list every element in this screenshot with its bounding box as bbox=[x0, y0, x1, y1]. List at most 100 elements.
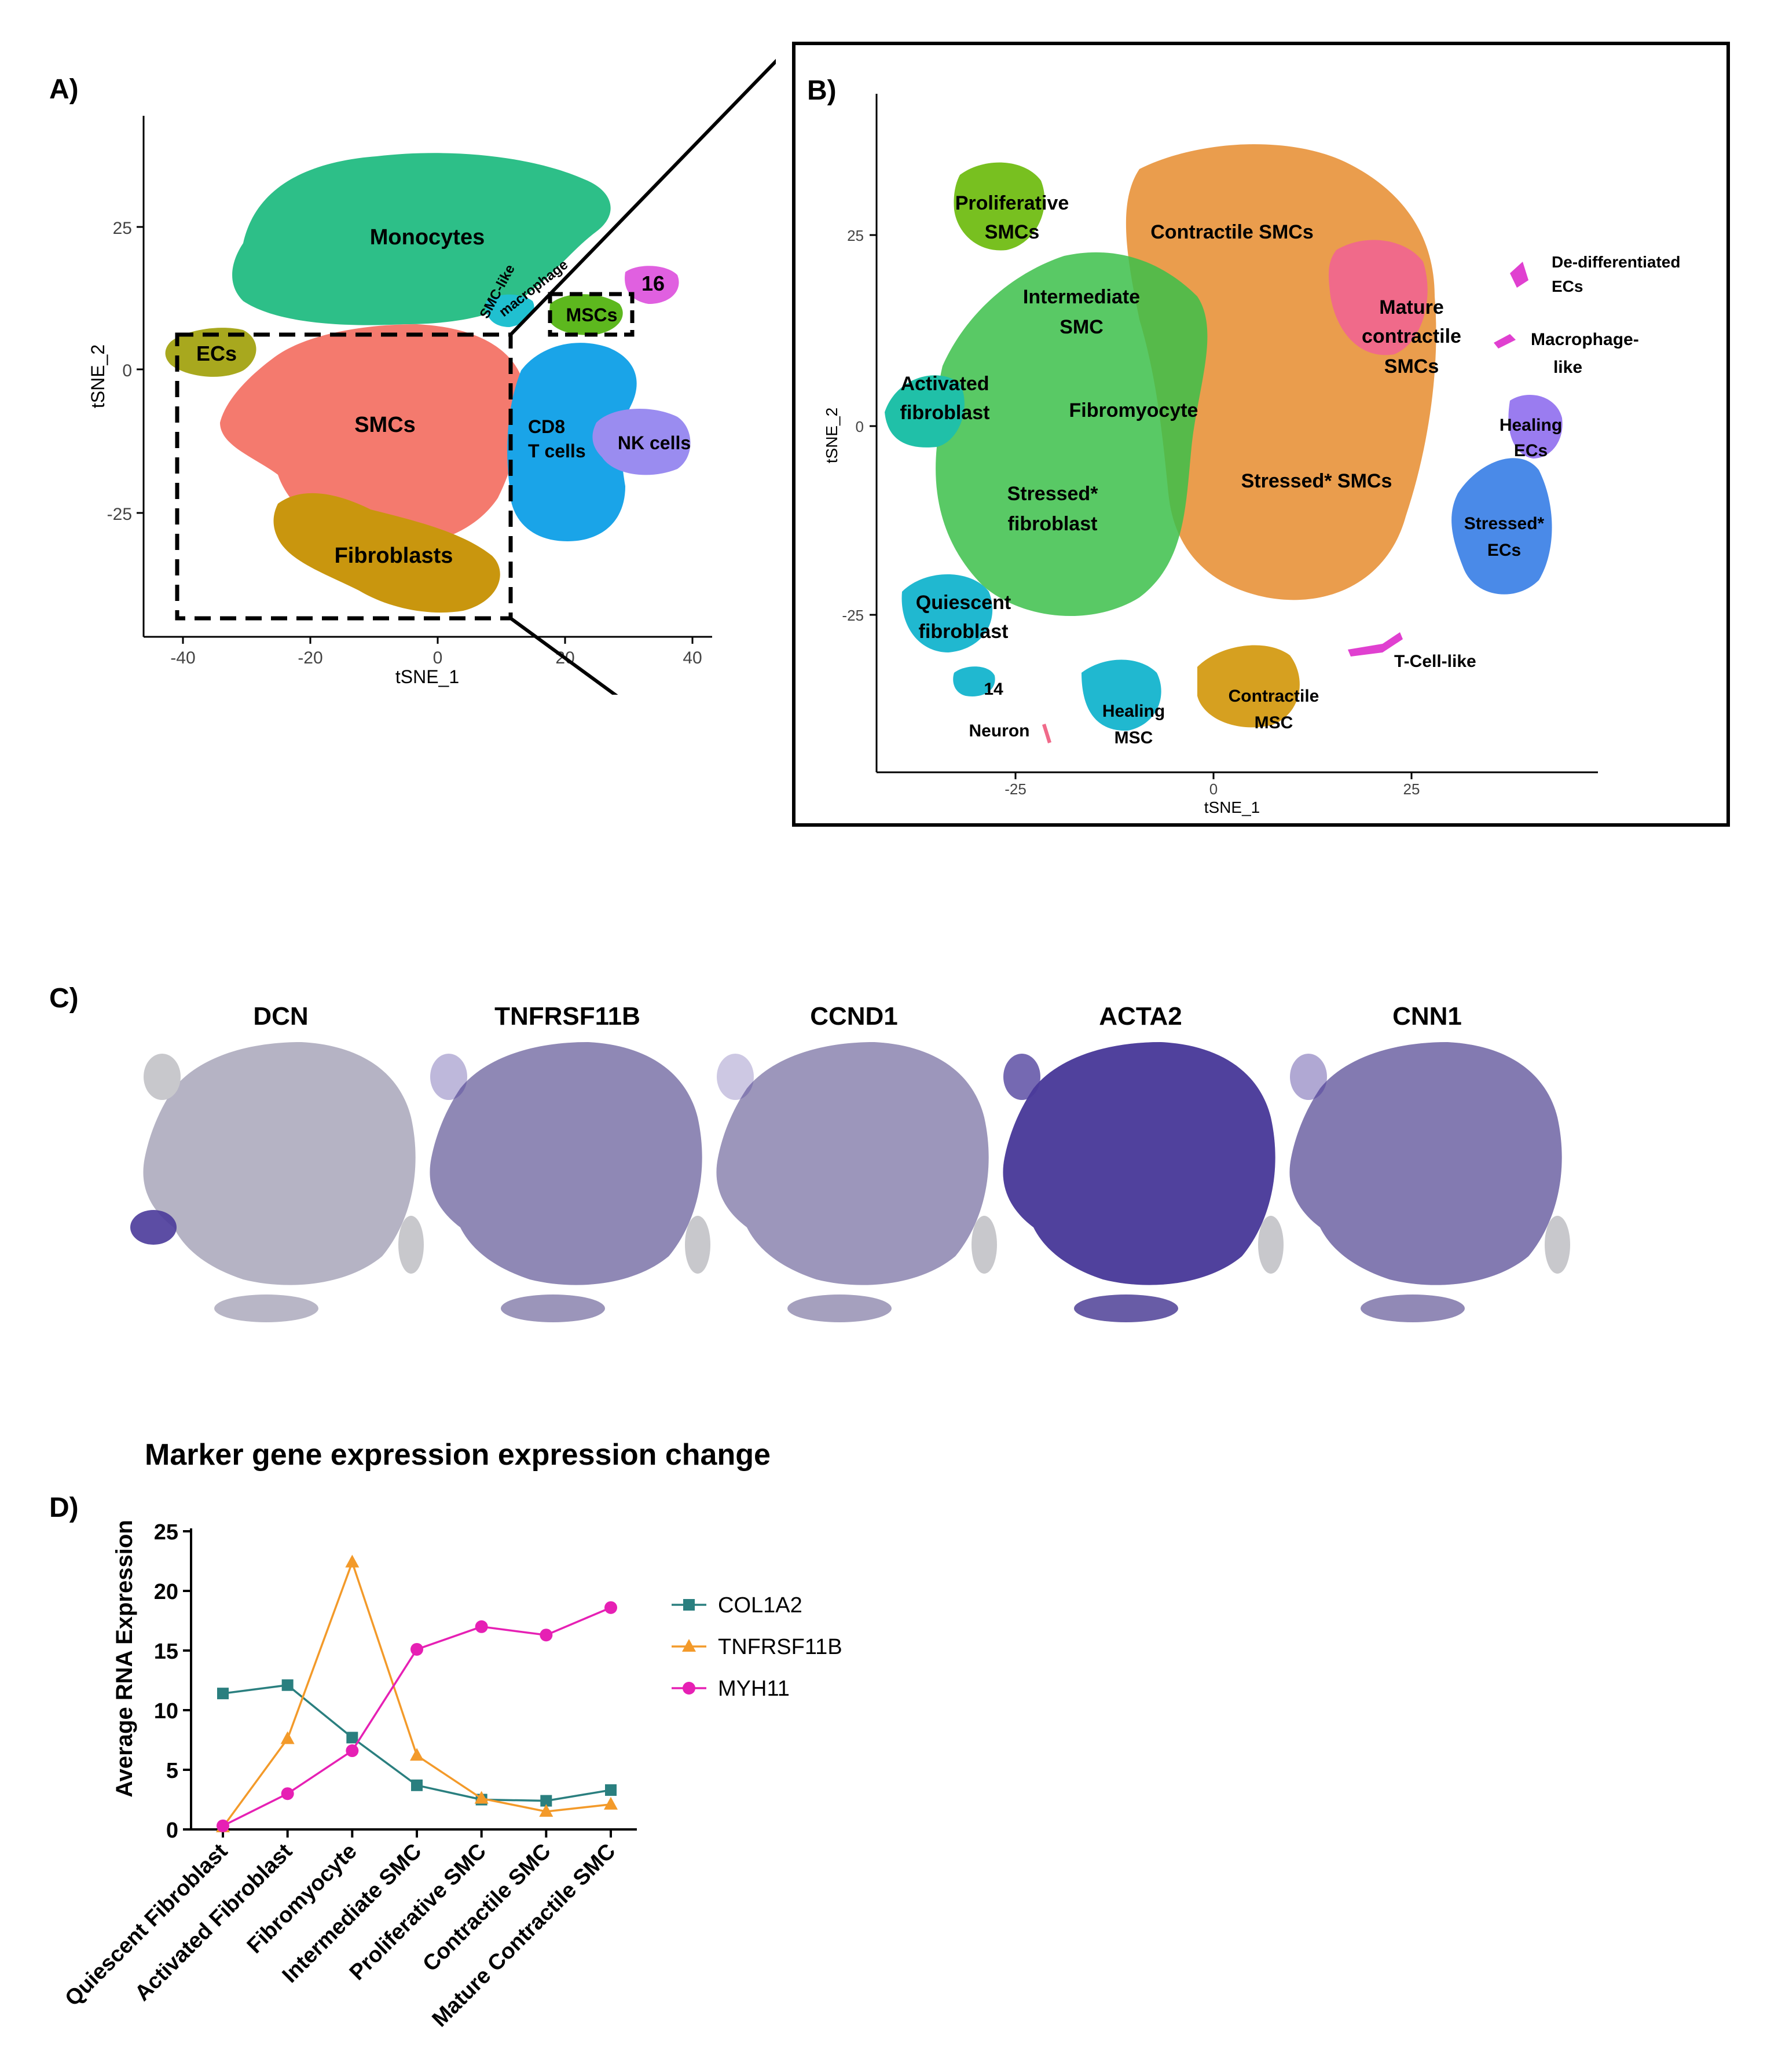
feature-plot-right-cluster bbox=[685, 1216, 710, 1274]
cluster-macrophage-like bbox=[1494, 334, 1516, 349]
panel-a-ytick: -25 bbox=[107, 505, 132, 524]
feature-plot-body bbox=[143, 1042, 416, 1285]
feature-plot-ccnd1: CCND1 bbox=[716, 1002, 997, 1322]
label-fibroblasts: Fibroblasts bbox=[335, 544, 453, 568]
panel-b-frame bbox=[792, 42, 1730, 827]
data-point bbox=[217, 1688, 229, 1700]
chart-y-tick-label: 0 bbox=[166, 1818, 178, 1843]
data-point bbox=[604, 1796, 618, 1810]
panel-b-ylabel: tSNE_2 bbox=[823, 408, 841, 464]
label-dediff-2: ECs bbox=[1552, 277, 1583, 295]
label-quiescent-1: Quiescent bbox=[916, 592, 1011, 614]
legend-item-myh11: MYH11 bbox=[672, 1677, 790, 1701]
legend-marker bbox=[683, 1599, 695, 1611]
label-healing-ecs-1: Healing bbox=[1500, 416, 1562, 435]
cluster-16 bbox=[625, 266, 679, 304]
feature-plot-side-cluster bbox=[1003, 1054, 1040, 1100]
series-line bbox=[222, 1607, 611, 1827]
panel-d-title: Marker gene expression expression change bbox=[145, 1438, 771, 1472]
data-point bbox=[540, 1629, 553, 1642]
cluster-stressed-ecs bbox=[1451, 458, 1552, 595]
data-point bbox=[411, 1779, 423, 1791]
label-proliferative-1: Proliferative bbox=[955, 192, 1069, 214]
chart-y-tick-label: 5 bbox=[166, 1759, 178, 1783]
panel-a-label: A) bbox=[49, 74, 79, 105]
panel-b: B) 25 0 -25 -25 0 25 tSNE_1 tSNE_2 Proli… bbox=[792, 42, 1730, 827]
panel-d-label: D) bbox=[49, 1492, 79, 1523]
panel-a-xtick: -20 bbox=[298, 648, 322, 668]
panel-b-ytick: 0 bbox=[856, 418, 864, 435]
data-point bbox=[539, 1804, 553, 1817]
label-stressed-ecs-1: Stressed* bbox=[1464, 514, 1545, 533]
data-point bbox=[605, 1784, 617, 1796]
label-stressed-fibroblast-2: fibroblast bbox=[1008, 513, 1098, 535]
zoom-connector-bottom bbox=[509, 617, 618, 695]
data-point bbox=[410, 1748, 424, 1761]
feature-plot-bottom-cluster bbox=[501, 1294, 605, 1322]
feature-plot-right-cluster bbox=[1545, 1216, 1570, 1274]
label-16: 16 bbox=[641, 272, 665, 295]
cluster-dediff-ecs bbox=[1510, 262, 1528, 288]
cluster-green-fibromyocyte bbox=[936, 252, 1208, 617]
cluster-healing-msc bbox=[1082, 659, 1161, 731]
data-point bbox=[217, 1819, 229, 1832]
cluster-smcs bbox=[220, 324, 523, 545]
cluster-tcell-like bbox=[1348, 632, 1403, 657]
feature-plot-bottom-cluster bbox=[1361, 1294, 1465, 1322]
feature-plot-side-cluster bbox=[1290, 1054, 1327, 1100]
zoom-connector-top bbox=[509, 58, 776, 336]
chart-y-tick-label: 20 bbox=[154, 1580, 178, 1604]
cluster-contractile-msc bbox=[1197, 645, 1300, 728]
chart-y-label: Average RNA Expression bbox=[112, 1520, 137, 1797]
feature-plot-title: TNFRSF11B bbox=[494, 1002, 640, 1031]
label-mature-1: Mature bbox=[1379, 296, 1443, 318]
panel-b-xtick: 0 bbox=[1209, 780, 1218, 798]
legend-item-col1a2: COL1A2 bbox=[672, 1593, 802, 1618]
cluster-ecs bbox=[165, 328, 256, 377]
feature-plot-bottom-cluster bbox=[1074, 1294, 1178, 1322]
label-mature-2: contractile bbox=[1362, 325, 1461, 347]
label-stressed-smcs: Stressed* SMCs bbox=[1241, 470, 1392, 492]
panel-b-ticks bbox=[870, 234, 1413, 779]
label-neuron: Neuron bbox=[969, 721, 1030, 740]
panel-a-ytick: 0 bbox=[122, 361, 132, 380]
data-point bbox=[281, 1679, 294, 1691]
feature-plot-bottom-cluster bbox=[501, 1294, 605, 1322]
cluster-activated-fibroblast bbox=[885, 375, 965, 448]
label-nk-cells: NK cells bbox=[618, 432, 691, 453]
feature-plot-expression bbox=[716, 1042, 989, 1285]
data-point bbox=[346, 1732, 358, 1744]
panel-b-xtick: -25 bbox=[1005, 780, 1027, 798]
feature-plot-body bbox=[716, 1042, 989, 1285]
feature-plot-bottom-cluster bbox=[787, 1294, 892, 1322]
panel-a-xlabel: tSNE_1 bbox=[395, 666, 459, 687]
feature-plot-right-cluster bbox=[972, 1216, 997, 1274]
feature-plot-right-cluster bbox=[398, 1216, 424, 1274]
panel-c: C) DCN TNFRSF11B CCND1 ACTA2 CNN1 bbox=[49, 983, 1570, 1322]
feature-plot-hotspot bbox=[130, 1210, 177, 1245]
chart-y-tick-label: 15 bbox=[154, 1640, 178, 1664]
label-smcs: SMCs bbox=[354, 413, 416, 437]
panel-b-xlabel: tSNE_1 bbox=[1204, 798, 1260, 816]
cluster-mscs bbox=[549, 294, 623, 335]
label-cd8: CD8 bbox=[528, 416, 565, 437]
panel-b-ytick: -25 bbox=[842, 607, 864, 624]
cluster-healing-ecs bbox=[1508, 395, 1563, 459]
legend-label: COL1A2 bbox=[718, 1593, 802, 1618]
label-mscs: MSCs bbox=[566, 305, 618, 325]
feature-plot-dcn: DCN bbox=[130, 1002, 424, 1322]
label-stressed-fibroblast-1: Stressed* bbox=[1007, 483, 1099, 505]
label-contractile-msc-1: Contractile bbox=[1229, 687, 1319, 706]
chart-x-tick-label: Fibromyocyte bbox=[243, 1839, 362, 1959]
panel-a-msc-zoom-box bbox=[548, 292, 635, 337]
panel-a-xtick: -40 bbox=[170, 648, 195, 668]
feature-plot-side-cluster bbox=[717, 1054, 754, 1100]
cluster-fibroblasts bbox=[273, 493, 500, 613]
cluster-quiescent-fibroblast bbox=[901, 574, 993, 652]
feature-plot-expression bbox=[430, 1042, 702, 1285]
panel-a-ticks bbox=[137, 226, 694, 644]
data-point bbox=[410, 1642, 423, 1656]
label-fibromyocyte: Fibromyocyte bbox=[1069, 399, 1198, 421]
label-proliferative-2: SMCs bbox=[985, 221, 1039, 243]
cluster-monocytes bbox=[232, 153, 611, 325]
